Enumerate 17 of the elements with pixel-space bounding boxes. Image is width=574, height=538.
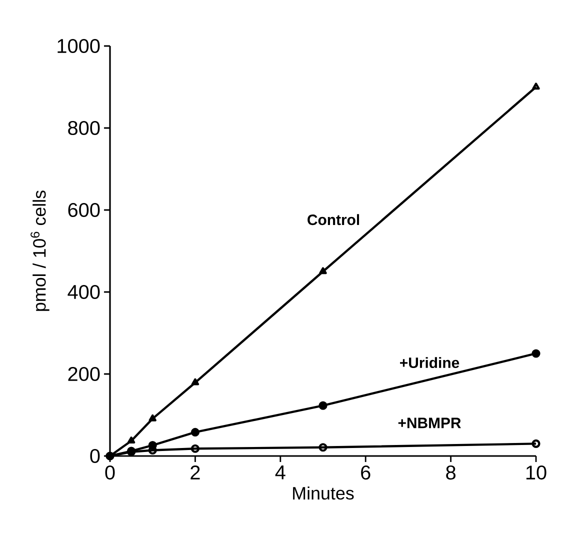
y-tick-label: 800 (68, 120, 100, 136)
y-tick-label: 200 (68, 366, 100, 382)
x-axis-title: Minutes (293, 486, 354, 500)
y-tick-label: 1000 (58, 38, 100, 54)
series-label: +NBMPR (398, 418, 461, 428)
x-tick-label: 2 (190, 466, 200, 480)
x-tick-label: 10 (526, 466, 546, 480)
x-tick-label: 8 (446, 466, 456, 480)
y-tick-label: 0 (90, 448, 100, 464)
y-axis-title: pmol / 10$^{6}$ cells (30, 190, 50, 311)
x-tick-label: 6 (361, 466, 370, 480)
x-tick-label: 0 (105, 466, 115, 480)
x-tick-label: 4 (275, 466, 286, 480)
y-tick-label: 600 (68, 202, 100, 218)
series-label: +Uridine (400, 357, 460, 368)
y-tick-label: 400 (68, 284, 100, 300)
series-label: Control (308, 214, 360, 226)
